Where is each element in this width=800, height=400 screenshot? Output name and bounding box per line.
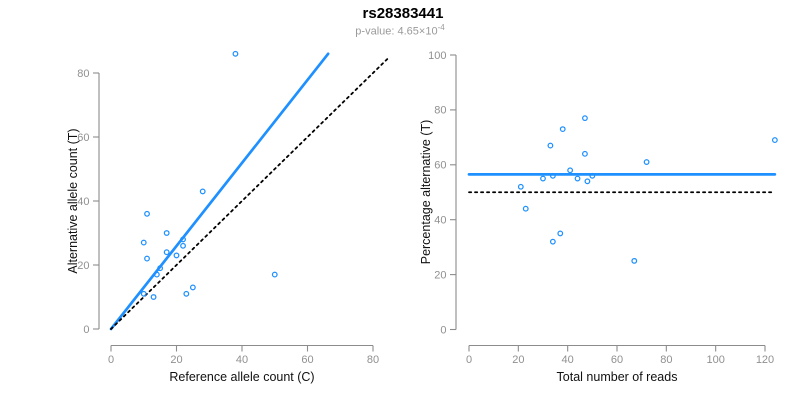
- data-point: [549, 172, 556, 179]
- data-point: [150, 294, 157, 300]
- x-axis-title: Reference allele count (C): [169, 370, 314, 384]
- y-tick-label: 100: [428, 50, 446, 62]
- data-point: [189, 284, 196, 291]
- x-tick-label: 60: [301, 354, 313, 366]
- x-tick-label: 80: [660, 354, 672, 366]
- data-point: [589, 172, 596, 179]
- data-point: [140, 239, 147, 246]
- data-point: [153, 271, 160, 278]
- y-axis-title: Percentage alternative (T): [419, 120, 433, 265]
- data-point: [140, 290, 147, 297]
- y-tick-label: 40: [434, 215, 446, 227]
- x-tick-label: 40: [236, 354, 248, 366]
- data-point: [232, 50, 239, 57]
- x-tick-label: 40: [562, 354, 574, 366]
- data-point: [631, 257, 638, 264]
- data-point: [540, 175, 546, 182]
- pvalue-subtitle: p-value: 4.65×10-4: [355, 23, 444, 38]
- data-point: [559, 126, 566, 133]
- right-plot: 0 20 40 60 80 100 120 0 20 40 60 80 100 Total number …: [419, 50, 778, 384]
- y-tick-label: 20: [434, 269, 446, 281]
- y-tick-label: 0: [440, 324, 446, 336]
- x-tick-label: 20: [512, 354, 524, 366]
- data-point: [582, 115, 588, 122]
- left-plot: 0 20 40 60 80 0 20 40 60 80 Reference allele count…: [66, 50, 391, 384]
- data-point: [163, 249, 170, 256]
- y-axis-title: Alternative allele count (T): [66, 128, 80, 273]
- x-tick-label: 120: [756, 354, 774, 366]
- pvalue-base: p-value: 4.65×10: [355, 25, 438, 38]
- y-tick-label: 40: [77, 196, 89, 208]
- data-point: [144, 210, 150, 217]
- y-tick-label: 60: [77, 132, 89, 144]
- data-point: [180, 236, 186, 243]
- data-point: [771, 137, 778, 144]
- y-tick-label: 80: [77, 68, 89, 80]
- data-point: [183, 290, 190, 297]
- data-point: [271, 271, 278, 278]
- data-point: [180, 242, 186, 249]
- data-point: [163, 230, 170, 236]
- y-tick-label: 20: [77, 260, 89, 272]
- data-point: [584, 178, 591, 185]
- y-tick-label: 80: [434, 105, 446, 117]
- identity-line: [110, 56, 391, 330]
- data-point: [574, 175, 581, 182]
- x-tick-label: 100: [706, 354, 724, 366]
- data-point: [567, 167, 574, 174]
- data-point: [547, 142, 554, 149]
- y-tick-label: 60: [434, 160, 446, 172]
- data-point: [557, 230, 564, 237]
- y-tick-label: 0: [83, 324, 89, 336]
- data-point: [173, 252, 180, 259]
- data-point: [144, 255, 150, 262]
- x-tick-label: 20: [170, 354, 182, 366]
- x-tick-label: 80: [367, 354, 379, 366]
- data-point: [549, 238, 556, 245]
- pvalue-exponent: -4: [437, 23, 445, 32]
- data-point: [517, 183, 524, 190]
- data-point: [199, 188, 206, 195]
- data-point: [643, 159, 650, 165]
- page-title: rs28383441: [362, 5, 444, 22]
- data-point: [522, 205, 529, 212]
- data-point: [582, 150, 588, 157]
- x-tick-label: 0: [108, 354, 114, 366]
- x-axis-title: Total number of reads: [557, 370, 678, 384]
- x-tick-label: 0: [466, 354, 472, 366]
- data-point: [157, 265, 164, 272]
- x-tick-label: 60: [611, 354, 623, 366]
- fit-line: [109, 52, 330, 331]
